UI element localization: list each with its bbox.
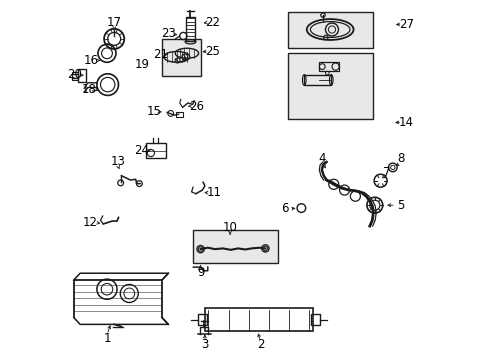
Bar — [162, 39, 201, 76]
Bar — [197, 314, 206, 325]
Bar — [146, 143, 166, 158]
Text: 3: 3 — [201, 338, 208, 351]
Text: 25: 25 — [205, 45, 220, 58]
Bar — [176, 112, 182, 117]
Bar — [310, 314, 320, 325]
Text: 13: 13 — [110, 155, 125, 168]
Text: 5: 5 — [397, 199, 404, 212]
Text: 20: 20 — [67, 68, 82, 81]
Text: 27: 27 — [398, 18, 413, 31]
Text: 7: 7 — [382, 166, 389, 179]
Text: 14: 14 — [398, 116, 413, 129]
Bar — [72, 72, 78, 80]
Text: 1: 1 — [103, 332, 110, 345]
Bar — [78, 69, 86, 82]
Bar — [288, 12, 373, 48]
Text: 4: 4 — [318, 152, 325, 165]
Bar — [319, 62, 339, 71]
Bar — [204, 308, 312, 332]
Text: 26: 26 — [189, 100, 204, 113]
Text: 22: 22 — [205, 16, 220, 29]
Text: 6: 6 — [281, 202, 288, 215]
Text: 18: 18 — [81, 83, 96, 96]
Text: 10: 10 — [222, 221, 237, 234]
Text: 16: 16 — [84, 54, 99, 67]
Text: 23: 23 — [161, 27, 176, 40]
Bar — [186, 17, 194, 41]
Text: 8: 8 — [397, 152, 404, 165]
Text: 19: 19 — [134, 58, 149, 71]
Text: 21: 21 — [153, 48, 168, 61]
Text: 9: 9 — [197, 266, 204, 279]
Bar — [288, 53, 373, 119]
Text: 24: 24 — [134, 144, 149, 157]
Text: 12: 12 — [83, 216, 98, 229]
Text: 15: 15 — [146, 105, 161, 118]
Bar — [193, 230, 277, 263]
Text: 11: 11 — [206, 186, 221, 199]
Text: 2: 2 — [256, 338, 264, 351]
Text: 17: 17 — [106, 16, 122, 29]
Bar — [304, 75, 330, 85]
